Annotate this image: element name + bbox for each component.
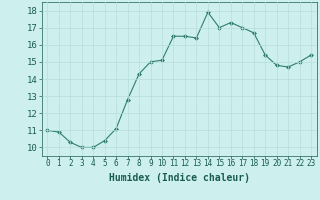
X-axis label: Humidex (Indice chaleur): Humidex (Indice chaleur)	[109, 173, 250, 183]
